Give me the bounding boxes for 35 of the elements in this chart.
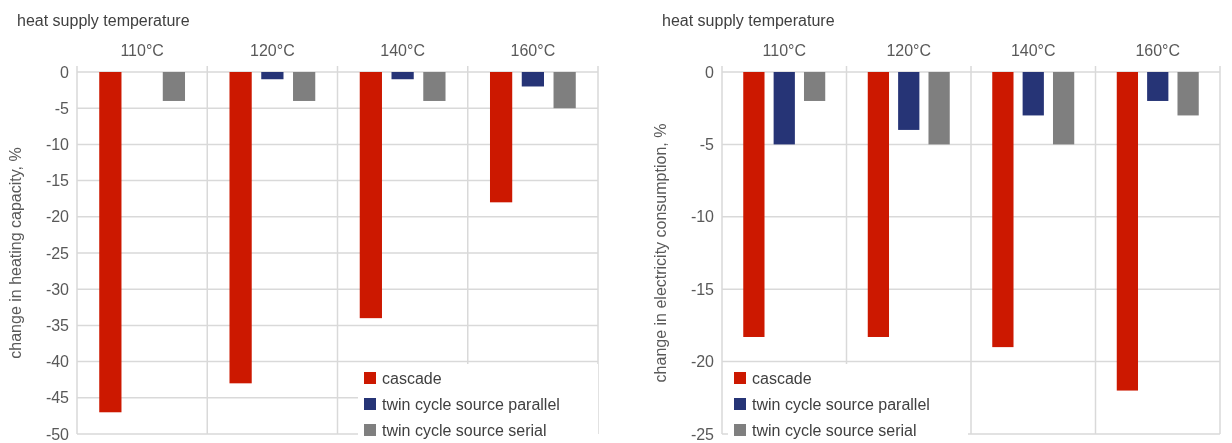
x-tick-label: 160°C [510,42,556,59]
x-tick-label: 140°C [1010,42,1056,59]
x-tick-label: 120°C [886,42,932,59]
x-tick-label: 160°C [1135,42,1181,59]
y-tick-label: -20 [45,208,70,226]
x-axis-title: heat supply temperature [17,12,190,29]
x-tick-label: 110°C [120,42,164,59]
legend-label: twin cycle source parallel [382,395,560,413]
y-tick-label: -35 [45,317,70,334]
y-axis-title: change in heating capacity, % [7,147,24,359]
y-tick-label: -25 [690,425,715,443]
x-axis-title: heat supply temperature [662,12,835,29]
y-tick-label: -25 [45,244,70,262]
y-tick-label: -5 [699,136,715,153]
legend-label: cascade [382,369,442,387]
legend-label: cascade [752,369,812,387]
y-tick-label: -40 [45,353,70,371]
x-tick-label: 140°C [380,42,425,59]
legend-label: twin cycle source parallel [752,395,930,413]
x-tick-label: 120°C [250,42,295,59]
legend-label: twin cycle source serial [752,421,917,439]
y-tick-label: -50 [45,425,70,443]
y-tick-label: 0 [60,63,70,81]
y-axis-title: change in electricity consumption, % [652,123,669,383]
y-tick-label: -45 [45,389,70,407]
y-tick-label: -15 [45,172,70,190]
y-tick-label: -15 [690,280,715,298]
y-tick-label: -5 [54,99,70,117]
y-tick-label: -30 [45,280,70,298]
legend-label: twin cycle source serial [382,421,547,439]
x-tick-label: 110°C [762,42,806,59]
y-tick-label: -10 [690,208,715,226]
y-tick-label: -10 [45,136,70,153]
y-tick-label: -20 [690,353,715,371]
y-tick-label: 0 [705,63,715,81]
